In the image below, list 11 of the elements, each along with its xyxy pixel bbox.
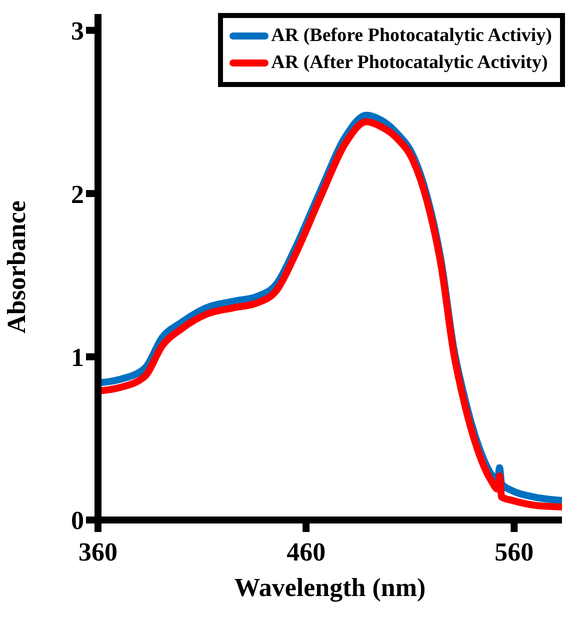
legend-label: AR (Before Photocatalytic Activiy) bbox=[271, 24, 552, 46]
x-tick-label: 560 bbox=[494, 537, 534, 566]
y-tick-label: 2 bbox=[71, 180, 84, 209]
legend-label: AR (After Photocatalytic Activity) bbox=[271, 52, 548, 74]
x-tick-label: 360 bbox=[78, 537, 118, 566]
x-axis-title: Wavelength (nm) bbox=[234, 573, 426, 602]
y-tick-label: 1 bbox=[71, 343, 84, 372]
y-tick-label: 0 bbox=[71, 506, 84, 536]
y-tick-label: 3 bbox=[71, 16, 84, 46]
x-tick-label: 460 bbox=[286, 537, 326, 566]
y-axis-title: Absorbance bbox=[2, 200, 32, 334]
